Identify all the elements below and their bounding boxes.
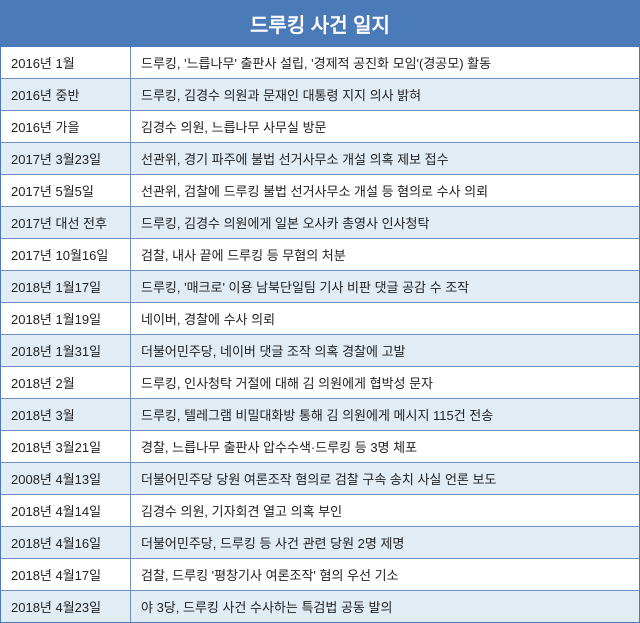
table-row: 2017년 대선 전후드루킹, 김경수 의원에게 일본 오사카 총영사 인사청탁	[1, 207, 639, 239]
table-row: 2017년 5월5일선관위, 검찰에 드루킹 불법 선거사무소 개설 등 혐의로…	[1, 175, 639, 207]
desc-cell: 김경수 의원, 기자회견 열고 의혹 부인	[131, 495, 639, 526]
date-cell: 2018년 4월23일	[1, 591, 131, 622]
table-row: 2018년 4월16일더불어민주당, 드루킹 등 사건 관련 당원 2명 제명	[1, 527, 639, 559]
desc-cell: 네이버, 경찰에 수사 의뢰	[131, 303, 639, 334]
table-title: 드루킹 사건 일지	[1, 1, 639, 47]
timeline-table: 드루킹 사건 일지 2016년 1월드루킹, '느릅나무' 출판사 설립, '경…	[0, 0, 640, 623]
date-cell: 2016년 중반	[1, 79, 131, 110]
date-cell: 2008년 4월13일	[1, 463, 131, 494]
desc-cell: 검찰, 내사 끝에 드루킹 등 무혐의 처분	[131, 239, 639, 270]
date-cell: 2018년 3월21일	[1, 431, 131, 462]
table-row: 2017년 3월23일선관위, 경기 파주에 불법 선거사무소 개설 의혹 제보…	[1, 143, 639, 175]
table-row: 2018년 4월17일검찰, 드루킹 '평창기사 여론조작' 혐의 우선 기소	[1, 559, 639, 591]
table-row: 2018년 2월드루킹, 인사청탁 거절에 대해 김 의원에게 협박성 문자	[1, 367, 639, 399]
desc-cell: 김경수 의원, 느릅나무 사무실 방문	[131, 111, 639, 142]
desc-cell: 선관위, 검찰에 드루킹 불법 선거사무소 개설 등 혐의로 수사 의뢰	[131, 175, 639, 206]
desc-cell: 선관위, 경기 파주에 불법 선거사무소 개설 의혹 제보 접수	[131, 143, 639, 174]
date-cell: 2017년 3월23일	[1, 143, 131, 174]
table-row: 2008년 4월13일더불어민주당 당원 여론조작 혐의로 검찰 구속 송치 사…	[1, 463, 639, 495]
date-cell: 2018년 1월17일	[1, 271, 131, 302]
desc-cell: 더불어민주당, 네이버 댓글 조작 의혹 경찰에 고발	[131, 335, 639, 366]
desc-cell: 드루킹, 김경수 의원에게 일본 오사카 총영사 인사청탁	[131, 207, 639, 238]
table-row: 2017년 10월16일검찰, 내사 끝에 드루킹 등 무혐의 처분	[1, 239, 639, 271]
date-cell: 2018년 2월	[1, 367, 131, 398]
table-row: 2018년 1월19일네이버, 경찰에 수사 의뢰	[1, 303, 639, 335]
date-cell: 2018년 4월17일	[1, 559, 131, 590]
desc-cell: 경찰, 느릅나무 출판사 압수수색·드루킹 등 3명 체포	[131, 431, 639, 462]
table-row: 2016년 1월드루킹, '느릅나무' 출판사 설립, '경제적 공진화 모임'…	[1, 47, 639, 79]
table-row: 2016년 중반드루킹, 김경수 의원과 문재인 대통령 지지 의사 밝혀	[1, 79, 639, 111]
table-row: 2018년 4월23일야 3당, 드루킹 사건 수사하는 특검법 공동 발의	[1, 591, 639, 622]
table-row: 2018년 3월21일경찰, 느릅나무 출판사 압수수색·드루킹 등 3명 체포	[1, 431, 639, 463]
desc-cell: 드루킹, '매크로' 이용 남북단일팀 기사 비판 댓글 공감 수 조작	[131, 271, 639, 302]
date-cell: 2016년 가을	[1, 111, 131, 142]
table-row: 2018년 1월17일드루킹, '매크로' 이용 남북단일팀 기사 비판 댓글 …	[1, 271, 639, 303]
date-cell: 2017년 10월16일	[1, 239, 131, 270]
desc-cell: 야 3당, 드루킹 사건 수사하는 특검법 공동 발의	[131, 591, 639, 622]
date-cell: 2018년 3월	[1, 399, 131, 430]
date-cell: 2016년 1월	[1, 47, 131, 78]
date-cell: 2017년 대선 전후	[1, 207, 131, 238]
date-cell: 2017년 5월5일	[1, 175, 131, 206]
date-cell: 2018년 1월19일	[1, 303, 131, 334]
desc-cell: 검찰, 드루킹 '평창기사 여론조작' 혐의 우선 기소	[131, 559, 639, 590]
table-row: 2018년 1월31일더불어민주당, 네이버 댓글 조작 의혹 경찰에 고발	[1, 335, 639, 367]
desc-cell: 더불어민주당 당원 여론조작 혐의로 검찰 구속 송치 사실 언론 보도	[131, 463, 639, 494]
rows-container: 2016년 1월드루킹, '느릅나무' 출판사 설립, '경제적 공진화 모임'…	[1, 47, 639, 622]
date-cell: 2018년 1월31일	[1, 335, 131, 366]
table-row: 2016년 가을김경수 의원, 느릅나무 사무실 방문	[1, 111, 639, 143]
desc-cell: 드루킹, 김경수 의원과 문재인 대통령 지지 의사 밝혀	[131, 79, 639, 110]
desc-cell: 드루킹, '느릅나무' 출판사 설립, '경제적 공진화 모임'(경공모) 활동	[131, 47, 639, 78]
desc-cell: 드루킹, 텔레그램 비밀대화방 통해 김 의원에게 메시지 115건 전송	[131, 399, 639, 430]
desc-cell: 드루킹, 인사청탁 거절에 대해 김 의원에게 협박성 문자	[131, 367, 639, 398]
date-cell: 2018년 4월14일	[1, 495, 131, 526]
date-cell: 2018년 4월16일	[1, 527, 131, 558]
table-row: 2018년 3월드루킹, 텔레그램 비밀대화방 통해 김 의원에게 메시지 11…	[1, 399, 639, 431]
table-row: 2018년 4월14일김경수 의원, 기자회견 열고 의혹 부인	[1, 495, 639, 527]
desc-cell: 더불어민주당, 드루킹 등 사건 관련 당원 2명 제명	[131, 527, 639, 558]
